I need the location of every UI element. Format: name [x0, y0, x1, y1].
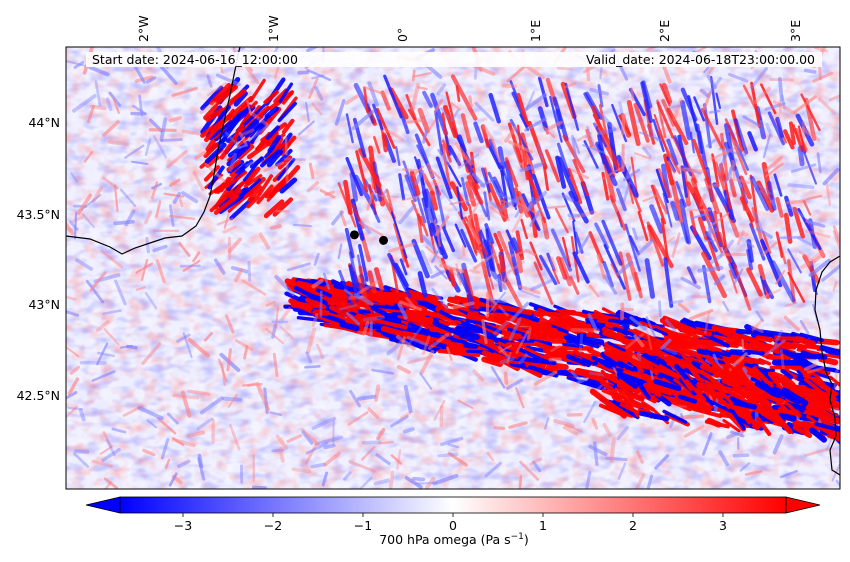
location-marker	[379, 235, 389, 245]
lon-label: 0°	[395, 28, 410, 42]
lat-label: 44°N	[28, 115, 60, 130]
colorbar-label: 700 hPa omega (Pa s−1)	[379, 532, 529, 547]
colorbar-extend-high	[785, 496, 821, 514]
coastline-east	[814, 255, 841, 476]
colorbar-tick-label: 1	[539, 518, 547, 533]
lon-label: 2°W	[136, 15, 151, 42]
convection-band	[66, 47, 840, 489]
date-box	[86, 52, 822, 67]
lon-label: 2°E	[657, 20, 672, 42]
map-panel: Start date: 2024-06-16_12:00:00 Valid_da…	[65, 46, 841, 490]
location-marker	[349, 230, 359, 240]
lat-label: 43°N	[28, 297, 60, 312]
colorbar-ticks: −3 −2 −1 0 1 2 3	[174, 513, 727, 533]
colorbar-tick-label: 2	[629, 518, 637, 533]
map-frame	[65, 46, 841, 490]
lon-label: 1°W	[266, 15, 281, 42]
lon-label: 1°E	[528, 20, 543, 42]
lat-label: 43.5°N	[17, 207, 60, 222]
colorbar-tick-label: −3	[174, 518, 192, 533]
colorbar-tick-label: 3	[719, 518, 727, 533]
lon-axis: 2°W 1°W 0° 1°E 2°E 3°E	[136, 15, 803, 42]
colorbar-extend-low	[85, 496, 121, 514]
colorbar-tick-label: −2	[264, 518, 282, 533]
valid-date: Valid_date: 2024-06-18T23:00:00.00	[586, 52, 815, 67]
coastline	[65, 46, 241, 255]
lat-axis: 44°N 43.5°N 43°N 42.5°N	[17, 115, 60, 403]
location-markers	[349, 230, 389, 245]
colorbar-tick-label: −1	[354, 518, 372, 533]
start-date: Start date: 2024-06-16_12:00:00	[92, 52, 298, 67]
colorbar: −3 −2 −1 0 1 2 3 700 hPa omega (Pa s−1)	[85, 496, 821, 547]
colorbar-tick-label: 0	[449, 518, 457, 533]
colorbar-gradient	[120, 497, 786, 513]
lat-label: 42.5°N	[17, 388, 60, 403]
omega-field	[66, 47, 840, 489]
lon-label: 3°E	[788, 20, 803, 42]
